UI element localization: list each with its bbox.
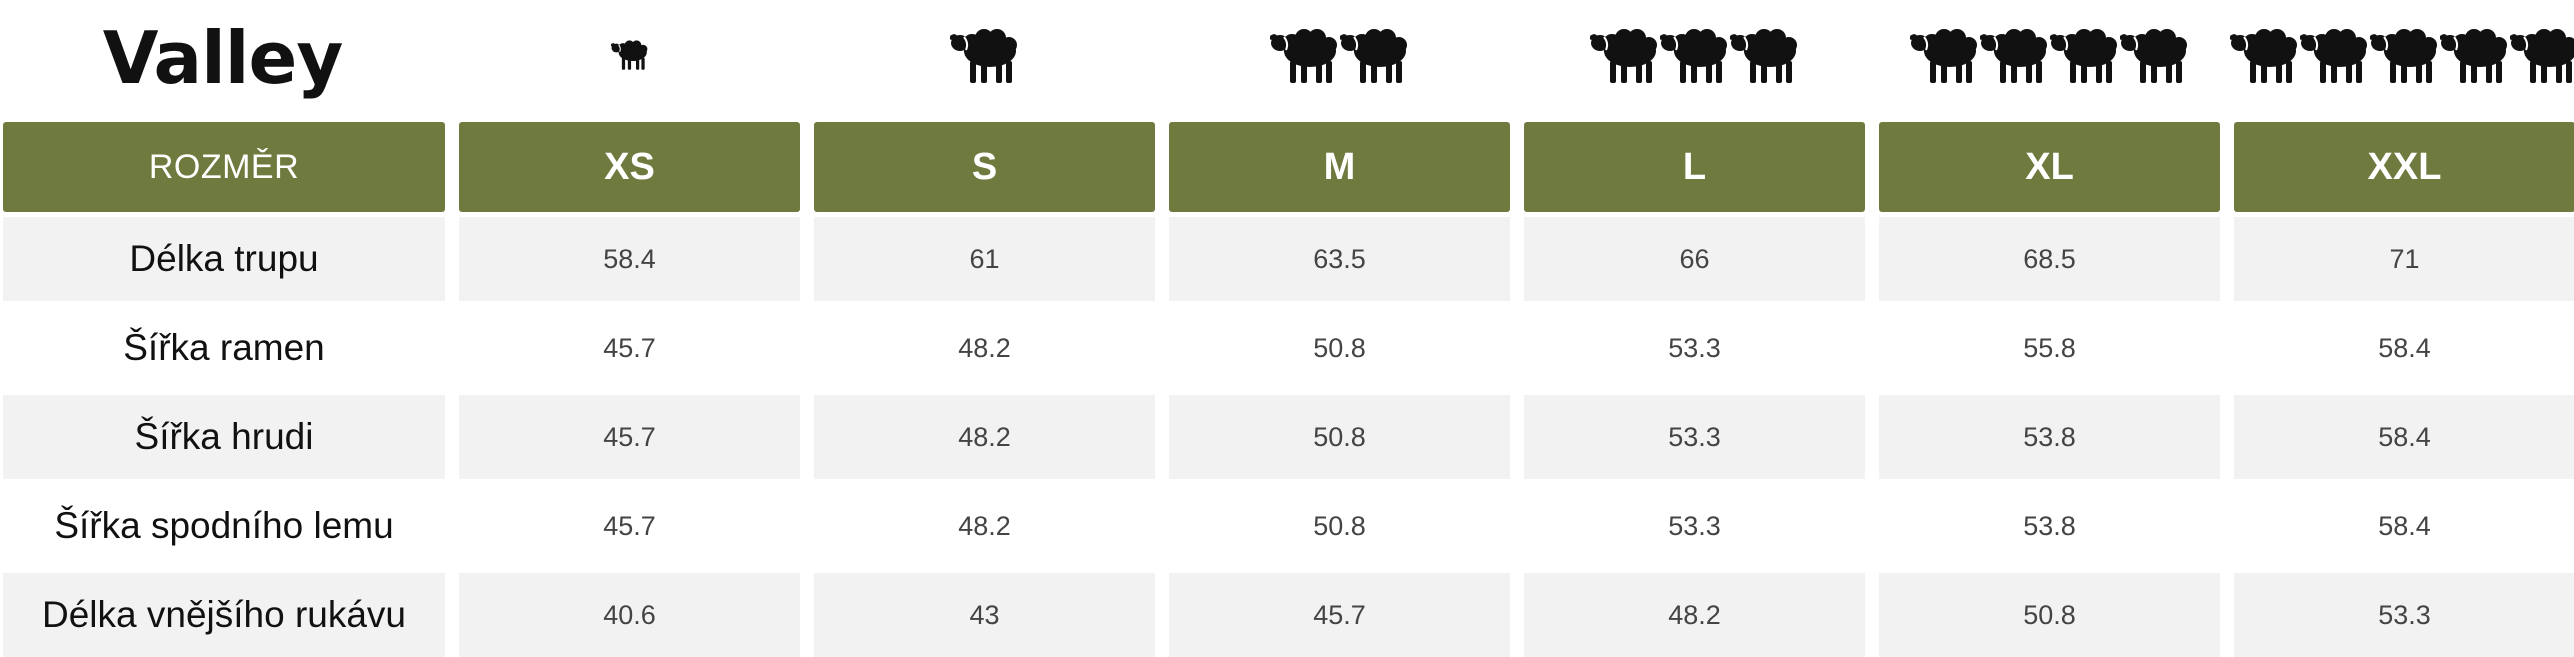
sheep-icon	[1590, 21, 1660, 87]
table-cell: 50.8	[1169, 306, 1510, 390]
size-header-xs: XS	[459, 122, 800, 212]
header-label: ROZMĚR	[3, 122, 445, 212]
table-cell: 50.8	[1169, 395, 1510, 479]
row-label: Šířka spodního lemu	[3, 484, 445, 568]
sheep-group	[1879, 18, 2220, 90]
table-cell: 61	[814, 217, 1155, 301]
table-cell: 58.4	[459, 217, 800, 301]
sheep-icon	[2300, 21, 2370, 87]
sheep-icon	[2510, 21, 2574, 87]
sheep-icon	[1730, 21, 1800, 87]
row-label: Délka vnějšího rukávu	[3, 573, 445, 657]
size-header-l: L	[1524, 122, 1865, 212]
sheep-icon	[611, 21, 649, 87]
table-cell: 48.2	[814, 484, 1155, 568]
size-header-xl: XL	[1879, 122, 2220, 212]
sheep-icon	[1980, 21, 2050, 87]
table-cell: 45.7	[459, 395, 800, 479]
table-cell: 50.8	[1169, 484, 1510, 568]
table-cell: 58.4	[2234, 484, 2574, 568]
table-cell: 53.3	[1524, 306, 1865, 390]
sheep-icon	[1660, 21, 1730, 87]
table-cell: 58.4	[2234, 395, 2574, 479]
table-cell: 68.5	[1879, 217, 2220, 301]
table-cell: 45.7	[459, 484, 800, 568]
table-cell: 55.8	[1879, 306, 2220, 390]
table-cell: 66	[1524, 217, 1865, 301]
table-cell: 53.3	[1524, 484, 1865, 568]
row-label: Šířka hrudi	[3, 395, 445, 479]
size-header-s: S	[814, 122, 1155, 212]
table-cell: 45.7	[459, 306, 800, 390]
size-header-m: M	[1169, 122, 1510, 212]
table-cell: 45.7	[1169, 573, 1510, 657]
sheep-icon	[2120, 21, 2190, 87]
row-label: Šířka ramen	[3, 306, 445, 390]
sheep-icon	[2370, 21, 2440, 87]
table-cell: 53.8	[1879, 395, 2220, 479]
table-cell: 63.5	[1169, 217, 1510, 301]
table-cell: 53.3	[2234, 573, 2574, 657]
table-cell: 58.4	[2234, 306, 2574, 390]
table-cell: 50.8	[1879, 573, 2220, 657]
sheep-icon	[1910, 21, 1980, 87]
table-cell: 53.3	[1524, 395, 1865, 479]
sheep-icon	[950, 21, 1020, 87]
sheep-group	[814, 18, 1155, 90]
sheep-group	[1524, 18, 1865, 90]
sheep-icon	[2050, 21, 2120, 87]
table-cell: 71	[2234, 217, 2574, 301]
table-cell: 53.8	[1879, 484, 2220, 568]
sheep-group	[1169, 18, 1510, 90]
table-cell: 40.6	[459, 573, 800, 657]
table-cell: 48.2	[814, 395, 1155, 479]
sheep-icon	[1270, 21, 1340, 87]
sheep-icon	[1340, 21, 1410, 87]
sheep-icon	[2440, 21, 2510, 87]
sheep-group	[459, 18, 800, 90]
table-cell: 43	[814, 573, 1155, 657]
size-header-xxl: XXL	[2234, 122, 2574, 212]
sheep-group	[2234, 18, 2574, 90]
sheep-icon	[2230, 21, 2300, 87]
size-table: ROZMĚR XS S M L XL XXL Délka trupu 58.4 …	[3, 122, 2574, 657]
table-cell: 48.2	[1524, 573, 1865, 657]
page-title: Valley	[0, 6, 445, 110]
table-cell: 48.2	[814, 306, 1155, 390]
row-label: Délka trupu	[3, 217, 445, 301]
